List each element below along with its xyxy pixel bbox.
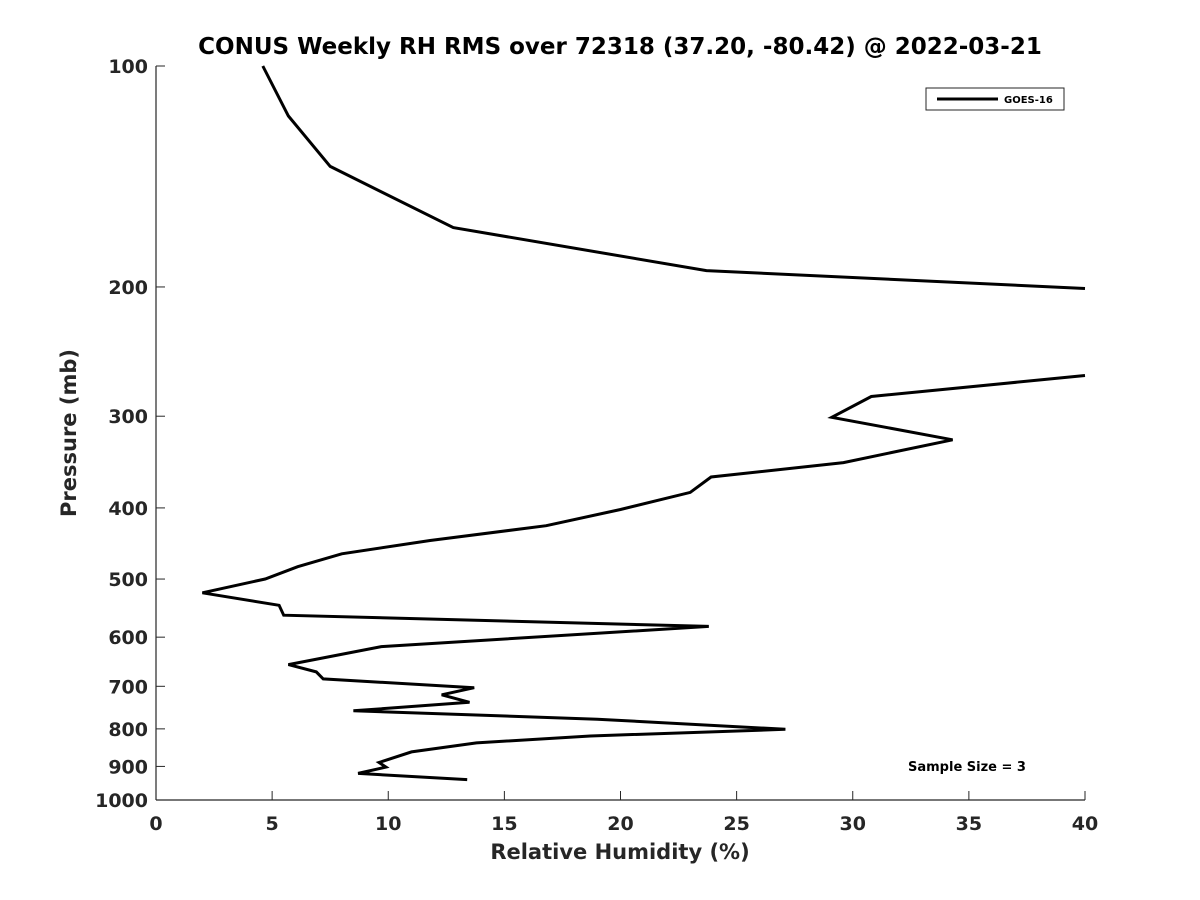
x-tick-label: 30 [840, 813, 866, 835]
axes: 0 5 10 15 20 25 30 35 40 100 200 300 400 500 600 700 800… [95, 56, 1098, 835]
y-tick-label: 600 [108, 627, 148, 649]
legend-label-goes-16: GOES-16 [1004, 95, 1053, 106]
y-tick-label: 700 [108, 676, 148, 698]
x-tick-label: 35 [956, 813, 982, 835]
x-tick-label: 10 [375, 813, 401, 835]
series-line-goes-16 [202, 65, 1086, 782]
x-tick-label: 20 [607, 813, 633, 835]
y-tick-label: 1000 [95, 790, 148, 812]
y-axis-label: Pressure (mb) [57, 349, 81, 517]
x-tick-label: 40 [1072, 813, 1098, 835]
legend: GOES-16 [925, 87, 1065, 111]
y-tick-label: 500 [108, 569, 148, 591]
y-tick-label: 200 [108, 277, 148, 299]
y-tick-label: 300 [108, 406, 148, 428]
x-tick-label: 5 [266, 813, 279, 835]
x-tick-label: 0 [149, 813, 162, 835]
x-tick-label: 15 [491, 813, 517, 835]
plot-area [202, 65, 1086, 782]
y-tick-label: 100 [108, 56, 148, 78]
chart-title: CONUS Weekly RH RMS over 72318 (37.20, -… [198, 34, 1042, 60]
x-tick-label: 25 [723, 813, 749, 835]
sample-size-annotation: Sample Size = 3 [908, 760, 1026, 775]
y-tick-label: 400 [108, 498, 148, 520]
y-tick-label: 900 [108, 756, 148, 778]
x-axis-label: Relative Humidity (%) [490, 840, 749, 864]
y-tick-label: 800 [108, 719, 148, 741]
